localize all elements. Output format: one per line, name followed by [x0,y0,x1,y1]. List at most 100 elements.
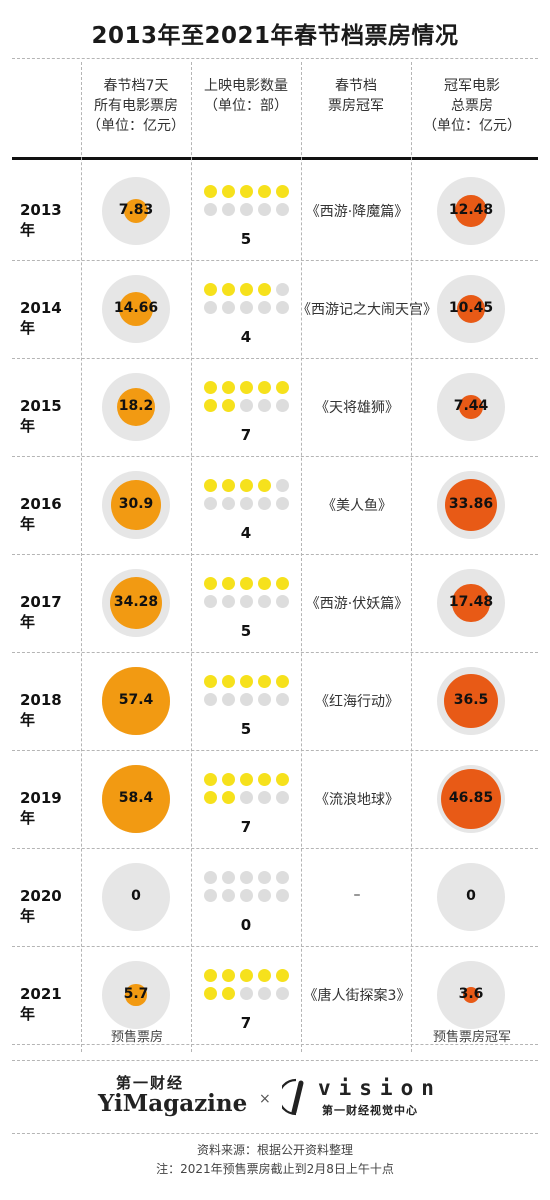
film-dot-empty [222,595,235,608]
vision-mark-icon [282,1078,304,1116]
film-dot-filled [222,381,235,394]
film-dot-empty [222,889,235,902]
film-dot-filled [258,969,271,982]
film-dot-filled [258,185,271,198]
film-dot-empty [204,203,217,216]
film-dot-empty [276,203,289,216]
film-dot-empty [240,301,253,314]
champion-box-office-value: 10.45 [448,300,494,316]
total-box-office-bubble [111,480,161,530]
film-dot-empty [222,497,235,510]
year-label: 2015年 [20,397,62,435]
film-dot-filled [276,381,289,394]
film-count-value: 5 [240,622,252,640]
row-divider [12,750,538,751]
logo-separator: × [259,1091,271,1107]
film-dot-filled [204,675,217,688]
year-label: 2014年 [20,299,62,337]
champion-box-office-value: 33.86 [448,496,494,512]
column-divider [301,62,302,1052]
film-dot-empty [276,399,289,412]
film-dot-empty [258,301,271,314]
champion-box-office-value: 36.5 [453,692,489,708]
film-dot-filled [258,479,271,492]
row-divider [12,358,538,359]
film-dot-filled [240,479,253,492]
film-dot-filled [222,283,235,296]
film-dot-filled [204,185,217,198]
film-dot-filled [222,577,235,590]
row-divider [12,946,538,947]
film-dot-filled [240,185,253,198]
film-dot-filled [222,399,235,412]
source-note: 资料来源：根据公开资料整理 [196,1143,353,1157]
film-dot-empty [258,203,271,216]
total-box-office-value: 7.83 [118,202,154,218]
film-dot-filled [222,773,235,786]
champion-film-name: 《西游·降魔篇》 [305,204,409,220]
film-dot-filled [204,283,217,296]
film-count-value: 7 [240,1014,252,1032]
champion-box-office-bubble [445,479,497,531]
column-header-line: 所有电影票房 [94,98,178,114]
column-header-line: （单位：亿元） [87,118,185,134]
film-dot-empty [222,301,235,314]
year-label: 2017年 [20,593,62,631]
film-dot-filled [276,577,289,590]
column-header-line: 春节档7天 [103,78,169,94]
champion-film-name: 《唐人街探案3》 [303,988,411,1004]
presale-total-note: 预售票房 [110,1030,163,1045]
champion-film-name: 《流浪地球》 [315,792,399,808]
row-divider [12,1044,538,1045]
yimagazine-logo-chinese: 第一财经 [116,1074,185,1092]
film-dot-filled [222,185,235,198]
film-dot-filled [222,675,235,688]
film-dot-filled [240,675,253,688]
film-dot-filled [240,283,253,296]
champion-box-office-value: 3.6 [458,986,484,1002]
total-box-office-value: 5.7 [123,986,149,1002]
champion-box-office-bubble [452,584,490,622]
column-divider [411,62,412,1052]
film-dot-filled [204,399,217,412]
total-box-office-value: 18.2 [118,398,154,414]
total-box-office-value: 14.66 [113,300,159,316]
film-dot-filled [240,773,253,786]
film-count-value: 4 [240,328,252,346]
row-divider [12,456,538,457]
source-divider [12,1133,538,1134]
film-dot-empty [204,595,217,608]
film-dot-filled [258,381,271,394]
film-count-value: 4 [240,524,252,542]
year-label: 2013年 [20,201,62,239]
champion-box-office-value: 12.48 [448,202,494,218]
year-label: 2021年 [20,985,62,1023]
film-dot-empty [204,693,217,706]
champion-box-office-value: 17.48 [448,594,494,610]
champion-box-office-bubble [444,674,498,728]
film-dot-empty [258,399,271,412]
film-dot-filled [204,773,217,786]
film-dot-filled [258,773,271,786]
film-dot-empty [258,497,271,510]
film-dot-empty [240,497,253,510]
film-dot-empty [222,871,235,884]
film-dot-filled [258,283,271,296]
film-count-value: 7 [240,818,252,836]
film-dot-filled [240,577,253,590]
film-dot-empty [276,791,289,804]
film-dot-empty [240,889,253,902]
title-divider [12,58,538,59]
film-count-value: 7 [240,426,252,444]
column-header-line: 冠军电影 [444,78,500,94]
champion-box-office-bubble [440,768,502,830]
film-dot-empty [204,301,217,314]
champion-box-office-value: 0 [466,888,476,904]
column-header-line: 上映电影数量 [204,78,288,94]
total-box-office-value: 0 [131,888,141,904]
year-label: 2016年 [20,495,62,533]
film-dot-filled [222,987,235,1000]
total-box-office-bubble [125,984,147,1006]
year-label: 2018年 [20,691,62,729]
row-divider [12,848,538,849]
